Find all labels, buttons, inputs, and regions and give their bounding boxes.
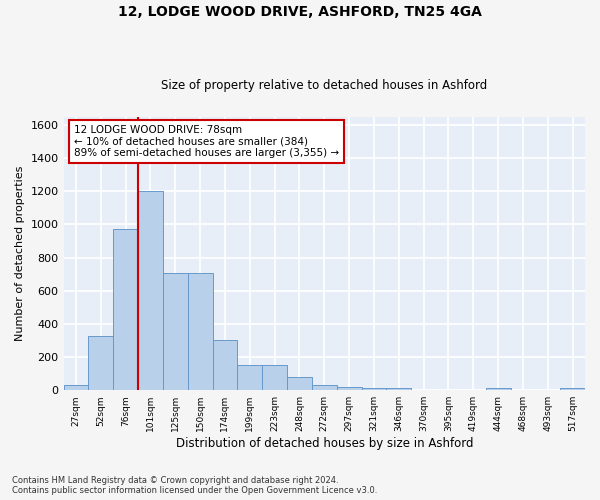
Bar <box>386 388 411 390</box>
Bar <box>163 272 188 390</box>
Bar <box>485 388 511 390</box>
Text: Contains HM Land Registry data © Crown copyright and database right 2024.
Contai: Contains HM Land Registry data © Crown c… <box>12 476 377 495</box>
Bar <box>238 364 262 390</box>
Bar <box>188 272 212 390</box>
Bar <box>88 336 113 390</box>
Y-axis label: Number of detached properties: Number of detached properties <box>15 166 25 341</box>
Bar <box>138 192 163 390</box>
Bar <box>64 385 88 390</box>
Bar <box>212 340 238 390</box>
Title: Size of property relative to detached houses in Ashford: Size of property relative to detached ho… <box>161 79 487 92</box>
X-axis label: Distribution of detached houses by size in Ashford: Distribution of detached houses by size … <box>176 437 473 450</box>
Bar <box>262 364 287 390</box>
Bar <box>337 387 362 390</box>
Text: 12 LODGE WOOD DRIVE: 78sqm
← 10% of detached houses are smaller (384)
89% of sem: 12 LODGE WOOD DRIVE: 78sqm ← 10% of deta… <box>74 125 339 158</box>
Bar <box>113 230 138 390</box>
Bar <box>312 385 337 390</box>
Bar <box>560 388 585 390</box>
Text: 12, LODGE WOOD DRIVE, ASHFORD, TN25 4GA: 12, LODGE WOOD DRIVE, ASHFORD, TN25 4GA <box>118 5 482 19</box>
Bar <box>362 388 386 390</box>
Bar <box>287 377 312 390</box>
